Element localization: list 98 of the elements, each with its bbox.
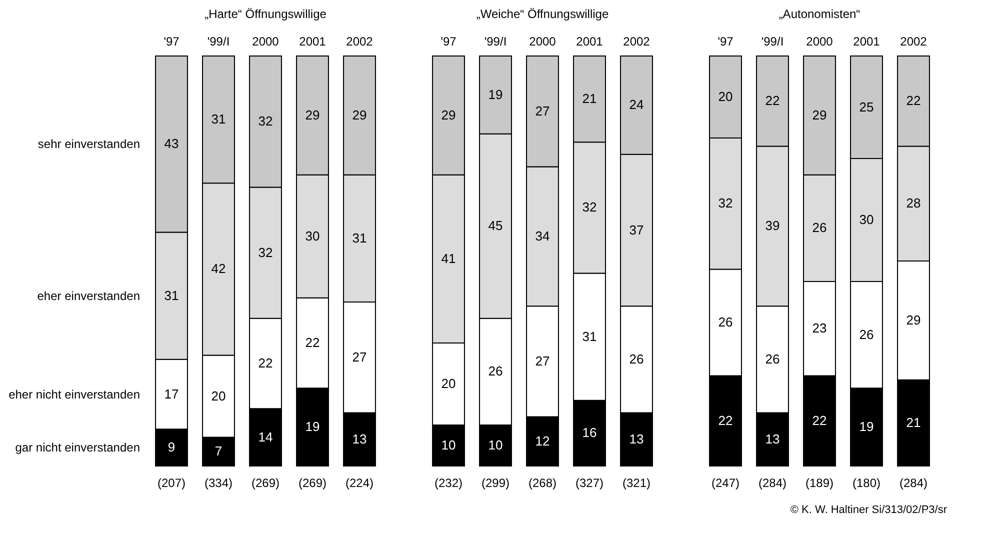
data-label: 22 (718, 412, 733, 428)
data-label: 30 (305, 228, 320, 244)
data-label: 22 (906, 93, 921, 108)
text: (268) (528, 476, 557, 490)
series-label: gar nicht einverstanden (15, 440, 140, 455)
data-label: 20 (211, 388, 226, 404)
x-tick-label: 2000 (806, 34, 834, 48)
data-label: 22 (305, 335, 320, 350)
data-label: 19 (488, 86, 503, 102)
data-label: 9 (168, 440, 176, 455)
data-label: 30 (859, 212, 874, 227)
text: (224) (345, 476, 374, 490)
data-label: 22 (258, 356, 273, 370)
data-label: 25 (859, 99, 874, 114)
data-label: 22 (812, 412, 827, 428)
text: (299) (481, 476, 510, 490)
x-tick-label: '97 (440, 34, 457, 48)
data-label: 29 (812, 107, 827, 122)
data-label: 45 (488, 218, 503, 234)
data-label: 20 (718, 89, 733, 104)
data-label: 10 (441, 438, 456, 452)
data-label: 43 (164, 136, 179, 152)
data-label: 27 (535, 103, 550, 118)
x-tick-label: 2000 (529, 34, 556, 48)
series-label: sehr einverstanden (38, 137, 140, 152)
text: (189) (805, 476, 834, 490)
data-label: 42 (211, 261, 226, 276)
x-tick-label: 2002 (623, 34, 650, 48)
data-label: 21 (906, 414, 921, 430)
text: (284) (899, 476, 928, 490)
data-label: 27 (535, 353, 550, 368)
text: (269) (251, 476, 280, 490)
data-label: 7 (214, 444, 222, 459)
text: (269) (298, 476, 327, 490)
data-label: 31 (352, 230, 367, 246)
chart-title: „Weiche“ Öffnungswillige (476, 7, 609, 21)
data-label: 29 (906, 312, 921, 328)
data-label: 16 (582, 425, 597, 440)
series-label: eher nicht einverstanden (8, 387, 140, 402)
text: (327) (575, 476, 604, 490)
data-label: 31 (211, 112, 226, 127)
data-label: 29 (352, 107, 367, 122)
data-label: 39 (765, 218, 780, 234)
data-label: 14 (258, 429, 273, 444)
x-tick-label: '97 (164, 34, 180, 48)
data-label: 13 (352, 431, 367, 446)
text: © K. W. Haltiner Si/313/02/P3/sr (790, 504, 948, 516)
data-label: 10 (488, 438, 503, 452)
data-label: 22 (765, 93, 780, 108)
chart-title: „Harte“ Öffnungswillige (204, 7, 327, 21)
data-label: 26 (629, 351, 644, 366)
text: (180) (852, 476, 881, 490)
data-label: 17 (164, 386, 179, 402)
chart-title: „Autonomisten“ (778, 7, 860, 21)
x-tick-label: 2001 (853, 34, 880, 48)
x-tick-label: 2001 (299, 34, 326, 48)
text: (334) (204, 476, 233, 490)
data-label: 21 (582, 91, 597, 106)
x-tick-label: '99/I (207, 34, 230, 48)
data-label: 26 (718, 314, 733, 330)
x-tick-label: '97 (718, 34, 734, 48)
data-label: 26 (859, 326, 874, 342)
data-label: 29 (441, 107, 456, 122)
text: (284) (758, 476, 787, 490)
x-tick-label: 2000 (252, 34, 280, 48)
data-label: 32 (718, 196, 733, 211)
data-label: 12 (535, 433, 550, 448)
text: (207) (157, 476, 186, 490)
data-label: 29 (305, 107, 320, 122)
data-label: 26 (812, 220, 827, 236)
data-label: 31 (582, 328, 597, 344)
data-label: 13 (629, 431, 644, 446)
x-tick-label: 2002 (900, 34, 928, 48)
data-label: 20 (441, 376, 456, 391)
series-label: eher einverstanden (37, 288, 140, 303)
data-label: 32 (258, 244, 273, 260)
x-tick-label: '99/I (761, 34, 784, 48)
data-label: 28 (906, 196, 921, 211)
data-label: 31 (164, 288, 179, 303)
data-label: 26 (765, 351, 780, 366)
text: (321) (622, 476, 651, 490)
data-label: 27 (352, 349, 367, 364)
data-label: 26 (488, 364, 503, 379)
x-tick-label: 2001 (576, 34, 604, 48)
x-tick-label: 2002 (346, 34, 374, 48)
data-label: 19 (859, 419, 874, 434)
data-label: 19 (305, 419, 320, 434)
text: (232) (434, 476, 463, 490)
data-label: 34 (535, 228, 550, 244)
data-label: 24 (629, 97, 644, 112)
data-label: 32 (258, 114, 273, 129)
x-tick-label: '99/I (484, 34, 507, 48)
data-label: 13 (765, 431, 780, 446)
data-label: 23 (812, 320, 827, 336)
data-label: 32 (582, 200, 597, 215)
text: (247) (711, 476, 740, 490)
data-label: 41 (441, 250, 456, 266)
data-label: 37 (629, 222, 644, 238)
